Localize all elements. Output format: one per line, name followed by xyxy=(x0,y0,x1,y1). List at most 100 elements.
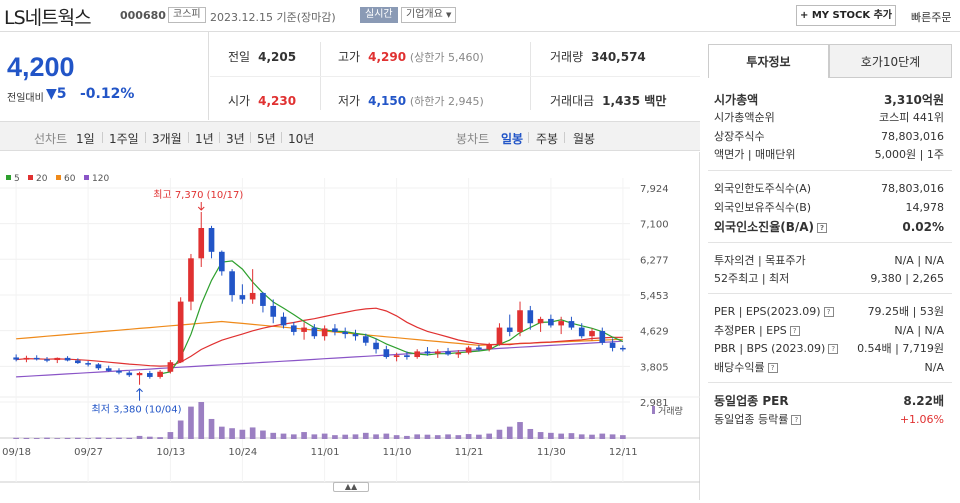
quick-order-button[interactable]: 빠른주문 xyxy=(911,11,952,24)
legend-label: 120 xyxy=(92,174,109,184)
chart-scroll-handle[interactable]: ▲▲ xyxy=(333,482,369,492)
volume-bar xyxy=(301,432,307,439)
company-info-dropdown[interactable]: 기업개요 ▼ xyxy=(401,7,457,23)
candle-body xyxy=(414,351,421,358)
tab-investment-info[interactable]: 투자정보 xyxy=(708,44,829,78)
candle-body xyxy=(95,364,102,369)
volume-bar xyxy=(578,434,585,439)
candle-body xyxy=(249,292,256,300)
x-tick-label: 09/27 xyxy=(74,447,103,458)
tab-daily-candle[interactable]: 일봉 xyxy=(501,132,524,146)
add-my-stock-button[interactable]: + MY STOCK 추가 xyxy=(796,5,896,26)
candle-body xyxy=(537,318,544,324)
candle-body xyxy=(167,362,174,372)
candle-body xyxy=(424,351,431,354)
chevron-down-icon: ▼ xyxy=(446,11,452,19)
tab-period-10y[interactable]: 10년 xyxy=(288,132,315,146)
volume-bar xyxy=(13,437,19,439)
volume-bar xyxy=(208,418,215,439)
y-tick-label: 7,924 xyxy=(640,184,669,195)
volume-bar xyxy=(188,406,194,439)
candle-body xyxy=(13,357,19,360)
help-icon[interactable]: ? xyxy=(789,326,800,336)
base-date: 2023.12.15 기준(장마감) xyxy=(210,11,336,24)
x-tick-label: 11/21 xyxy=(455,447,484,458)
volume-bar xyxy=(404,435,410,439)
volume-bar xyxy=(157,437,163,439)
tab-monthly-candle[interactable]: 월봉 xyxy=(573,132,596,146)
info-value: N/A | N/A xyxy=(894,324,944,337)
y-tick-label: 2,981 xyxy=(640,398,669,409)
legend-swatch xyxy=(84,175,89,180)
volume-bar xyxy=(33,438,40,439)
candle-body xyxy=(54,357,61,361)
help-icon[interactable]: ? xyxy=(767,363,778,373)
info-value: N/A xyxy=(924,361,944,374)
info-label: 추정PER | EPS? xyxy=(714,322,800,340)
realtime-button[interactable]: 실시간 xyxy=(360,7,398,23)
candle-body xyxy=(455,352,462,355)
change-percent: -0.12% xyxy=(80,86,135,102)
legend-swatch xyxy=(28,175,33,180)
candle-body xyxy=(589,331,595,337)
tab-period-1w[interactable]: 1주일 xyxy=(109,132,139,146)
volume-bar xyxy=(249,427,256,439)
tab-period-3m[interactable]: 3개월 xyxy=(152,132,182,146)
panel-divider xyxy=(708,242,952,243)
ma120-line xyxy=(16,340,623,378)
volume-bar xyxy=(393,435,400,439)
x-tick-label: 10/13 xyxy=(156,447,185,458)
legend-swatch xyxy=(56,175,61,180)
ma5-line xyxy=(159,260,624,375)
info-row: 시가총액 3,310억원 xyxy=(714,91,944,109)
help-icon[interactable]: ? xyxy=(823,307,834,317)
tab-period-1y[interactable]: 1년 xyxy=(195,132,214,146)
info-value: +1.06% xyxy=(899,413,944,426)
tab-weekly-candle[interactable]: 주봉 xyxy=(536,132,559,146)
x-tick-label: 09/18 xyxy=(2,447,31,458)
tab-line-chart[interactable]: 선차트 xyxy=(34,132,68,146)
volume-bar xyxy=(486,433,493,439)
info-label: PBR | BPS (2023.09)? xyxy=(714,340,839,358)
candle-body xyxy=(383,349,390,358)
tab-period-5y[interactable]: 5년 xyxy=(257,132,276,146)
candle-body xyxy=(578,327,585,337)
volume-bar xyxy=(270,432,277,439)
help-icon[interactable]: ? xyxy=(828,344,839,354)
change-value: ▼5 xyxy=(46,86,67,102)
tab-order-book[interactable]: 호가10단계 xyxy=(829,44,952,78)
candle-body xyxy=(404,355,410,358)
help-icon[interactable]: ? xyxy=(791,415,802,425)
volume-bar xyxy=(445,434,451,439)
candle-body xyxy=(393,355,400,358)
candle-body xyxy=(280,316,287,326)
stock-header: LS네트웍스 000680 코스피 2023.12.15 기준(장마감) 실시간… xyxy=(0,0,960,32)
candle-body xyxy=(301,327,307,332)
volume-legend-label: 거래량 xyxy=(658,405,683,417)
info-value: 5,000원 | 1주 xyxy=(874,148,944,161)
candle-body xyxy=(332,328,338,332)
candle-body xyxy=(146,373,153,377)
help-icon[interactable]: ? xyxy=(817,222,828,233)
volume-bar xyxy=(609,434,616,439)
volume-legend-swatch xyxy=(652,406,655,414)
info-row: 상장주식수 78,803,016 xyxy=(714,128,944,146)
volume-bar xyxy=(332,435,338,439)
volume-bar xyxy=(537,432,544,439)
volume-bar xyxy=(85,438,91,439)
volume-bar xyxy=(424,434,431,439)
candle-body xyxy=(476,347,482,350)
tab-period-3y[interactable]: 3년 xyxy=(226,132,245,146)
info-label: 상장주식수 xyxy=(714,130,765,143)
info-label: 시가총액 xyxy=(714,93,759,107)
volume-bar xyxy=(177,420,184,439)
tab-candle-chart[interactable]: 봉차트 xyxy=(456,132,490,146)
volume-bar xyxy=(589,434,595,439)
volume-bar xyxy=(260,430,266,439)
volume-bar xyxy=(311,434,318,439)
stock-chart[interactable]: 7,924 7,100 6,277 5,453 4,629 3,805 2,981 09/18… xyxy=(0,152,700,500)
tab-period-1d[interactable]: 1일 xyxy=(76,132,95,146)
volume-bar xyxy=(280,433,287,439)
candle-body xyxy=(116,370,122,373)
y-tick-label: 5,453 xyxy=(640,291,669,302)
